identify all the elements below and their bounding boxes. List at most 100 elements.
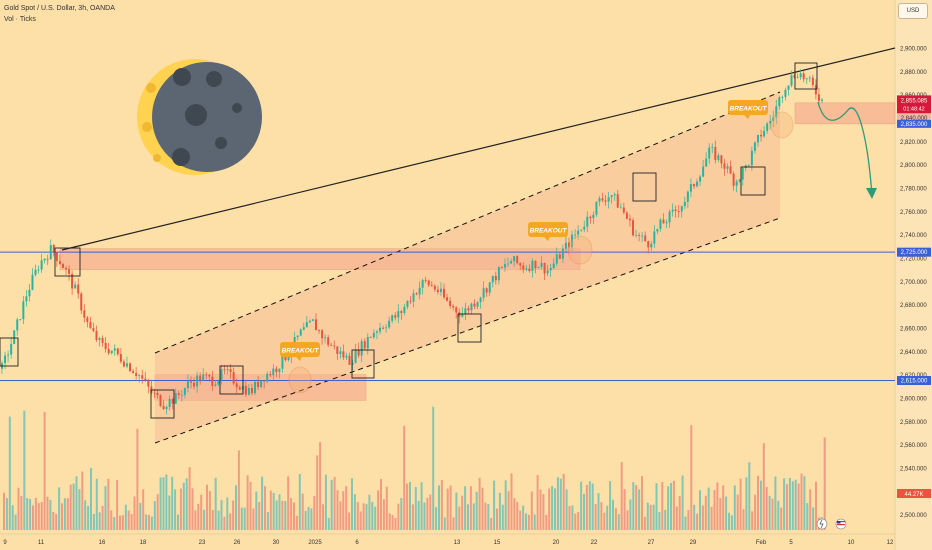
volume-bar: [774, 476, 777, 530]
volume-bar: [493, 480, 496, 530]
candle-body: [430, 285, 433, 286]
candle-body: [61, 264, 64, 268]
moon-crater: [172, 148, 190, 166]
candle-body: [260, 380, 263, 387]
candle-body: [162, 405, 165, 410]
candle-body: [671, 209, 674, 212]
volume-bar: [504, 480, 507, 530]
volume-bar: [556, 477, 559, 530]
candle-body: [177, 393, 180, 396]
volume-bar: [467, 504, 469, 530]
candle-body: [571, 234, 574, 248]
volume-bar: [664, 509, 667, 530]
x-tick-label: 6: [355, 540, 359, 546]
volume-bar: [452, 517, 455, 530]
candle-body: [299, 329, 302, 336]
volume-bar: [606, 505, 609, 530]
volume-bar: [200, 494, 203, 530]
volume-bar: [423, 502, 426, 530]
volume-bar: [301, 493, 304, 530]
volume-bar: [577, 511, 580, 530]
volume-bar: [487, 503, 490, 530]
volume-bar: [765, 486, 768, 530]
candle-body: [513, 256, 516, 262]
volume-bar: [20, 496, 23, 530]
y-tick-label: 2,780.000: [900, 187, 927, 193]
volume-bar: [249, 481, 252, 530]
candle-body: [196, 375, 199, 387]
candle-body: [333, 345, 336, 347]
candle-body: [461, 314, 464, 317]
candle-body: [683, 201, 686, 207]
breakout-circle: [770, 111, 794, 139]
y-tick-label: 2,680.000: [900, 303, 927, 309]
flag-canton: [837, 521, 841, 524]
volume-bar: [612, 499, 614, 530]
volume-bar: [478, 477, 481, 530]
y-tick-label: 2,820.000: [900, 140, 927, 146]
y-tick-label: 2,740.000: [900, 233, 927, 239]
candle-body: [403, 306, 406, 313]
candle-body: [577, 230, 580, 235]
volume-bar: [667, 486, 670, 530]
candle-body: [799, 73, 802, 78]
volume-bar: [565, 489, 568, 530]
candle-body: [16, 319, 19, 331]
x-tick-label: 26: [234, 540, 241, 546]
volume-bar: [266, 512, 269, 530]
candle-body: [363, 341, 366, 349]
volume-bar: [356, 502, 359, 530]
y-tick-label: 2,540.000: [900, 467, 927, 473]
candle-body: [769, 120, 772, 124]
volume-bar: [780, 507, 783, 530]
volume-bar: [336, 490, 339, 530]
candle-body: [235, 383, 238, 388]
volume-bar: [687, 510, 690, 530]
volume-bar: [658, 511, 661, 530]
volume-bar: [272, 492, 275, 530]
volume-bar: [17, 487, 20, 530]
candle-body: [558, 254, 561, 259]
candle-body: [406, 300, 409, 307]
volume-indicator-label[interactable]: Vol · Ticks: [4, 16, 36, 23]
volume-bar: [562, 473, 565, 530]
candle-body: [677, 211, 680, 212]
currency-button[interactable]: USD: [898, 3, 928, 19]
volume-bar: [559, 478, 562, 530]
volume-bar: [678, 496, 681, 530]
candle-body: [482, 288, 485, 298]
price-label-bg: [897, 114, 931, 122]
candle-body: [199, 375, 202, 381]
candle-body: [98, 338, 101, 340]
candle-body: [281, 354, 284, 369]
symbol-title[interactable]: Gold Spot / U.S. Dollar, 3h, OANDA: [4, 5, 115, 12]
x-tick-label: 30: [273, 540, 280, 546]
candle-body: [760, 134, 763, 137]
candle-body: [308, 320, 311, 323]
candle-body: [202, 374, 205, 381]
volume-bar: [243, 507, 246, 530]
volume-bar: [133, 496, 136, 530]
candle-body: [464, 308, 467, 315]
level-price-value: 2,615.000: [901, 379, 928, 385]
volume-bar: [29, 499, 32, 530]
candle-body: [229, 369, 232, 372]
volume-bar: [426, 497, 429, 530]
candle-body: [546, 270, 549, 274]
candle-body: [796, 77, 799, 79]
candle-body: [135, 373, 138, 376]
price-label-text: 2,840.000: [901, 116, 928, 122]
candle-body: [500, 267, 503, 268]
candle-body: [205, 374, 208, 376]
level-price-value: 2,725.000: [901, 250, 928, 256]
candle-body: [665, 222, 668, 224]
candle-body: [321, 330, 324, 339]
candle-body: [696, 181, 699, 187]
volume-bar: [284, 501, 287, 530]
candle-body: [369, 336, 372, 338]
candle-body: [95, 331, 98, 340]
candle-body: [116, 348, 119, 355]
candle-body: [470, 303, 473, 311]
candle-body: [318, 330, 321, 331]
